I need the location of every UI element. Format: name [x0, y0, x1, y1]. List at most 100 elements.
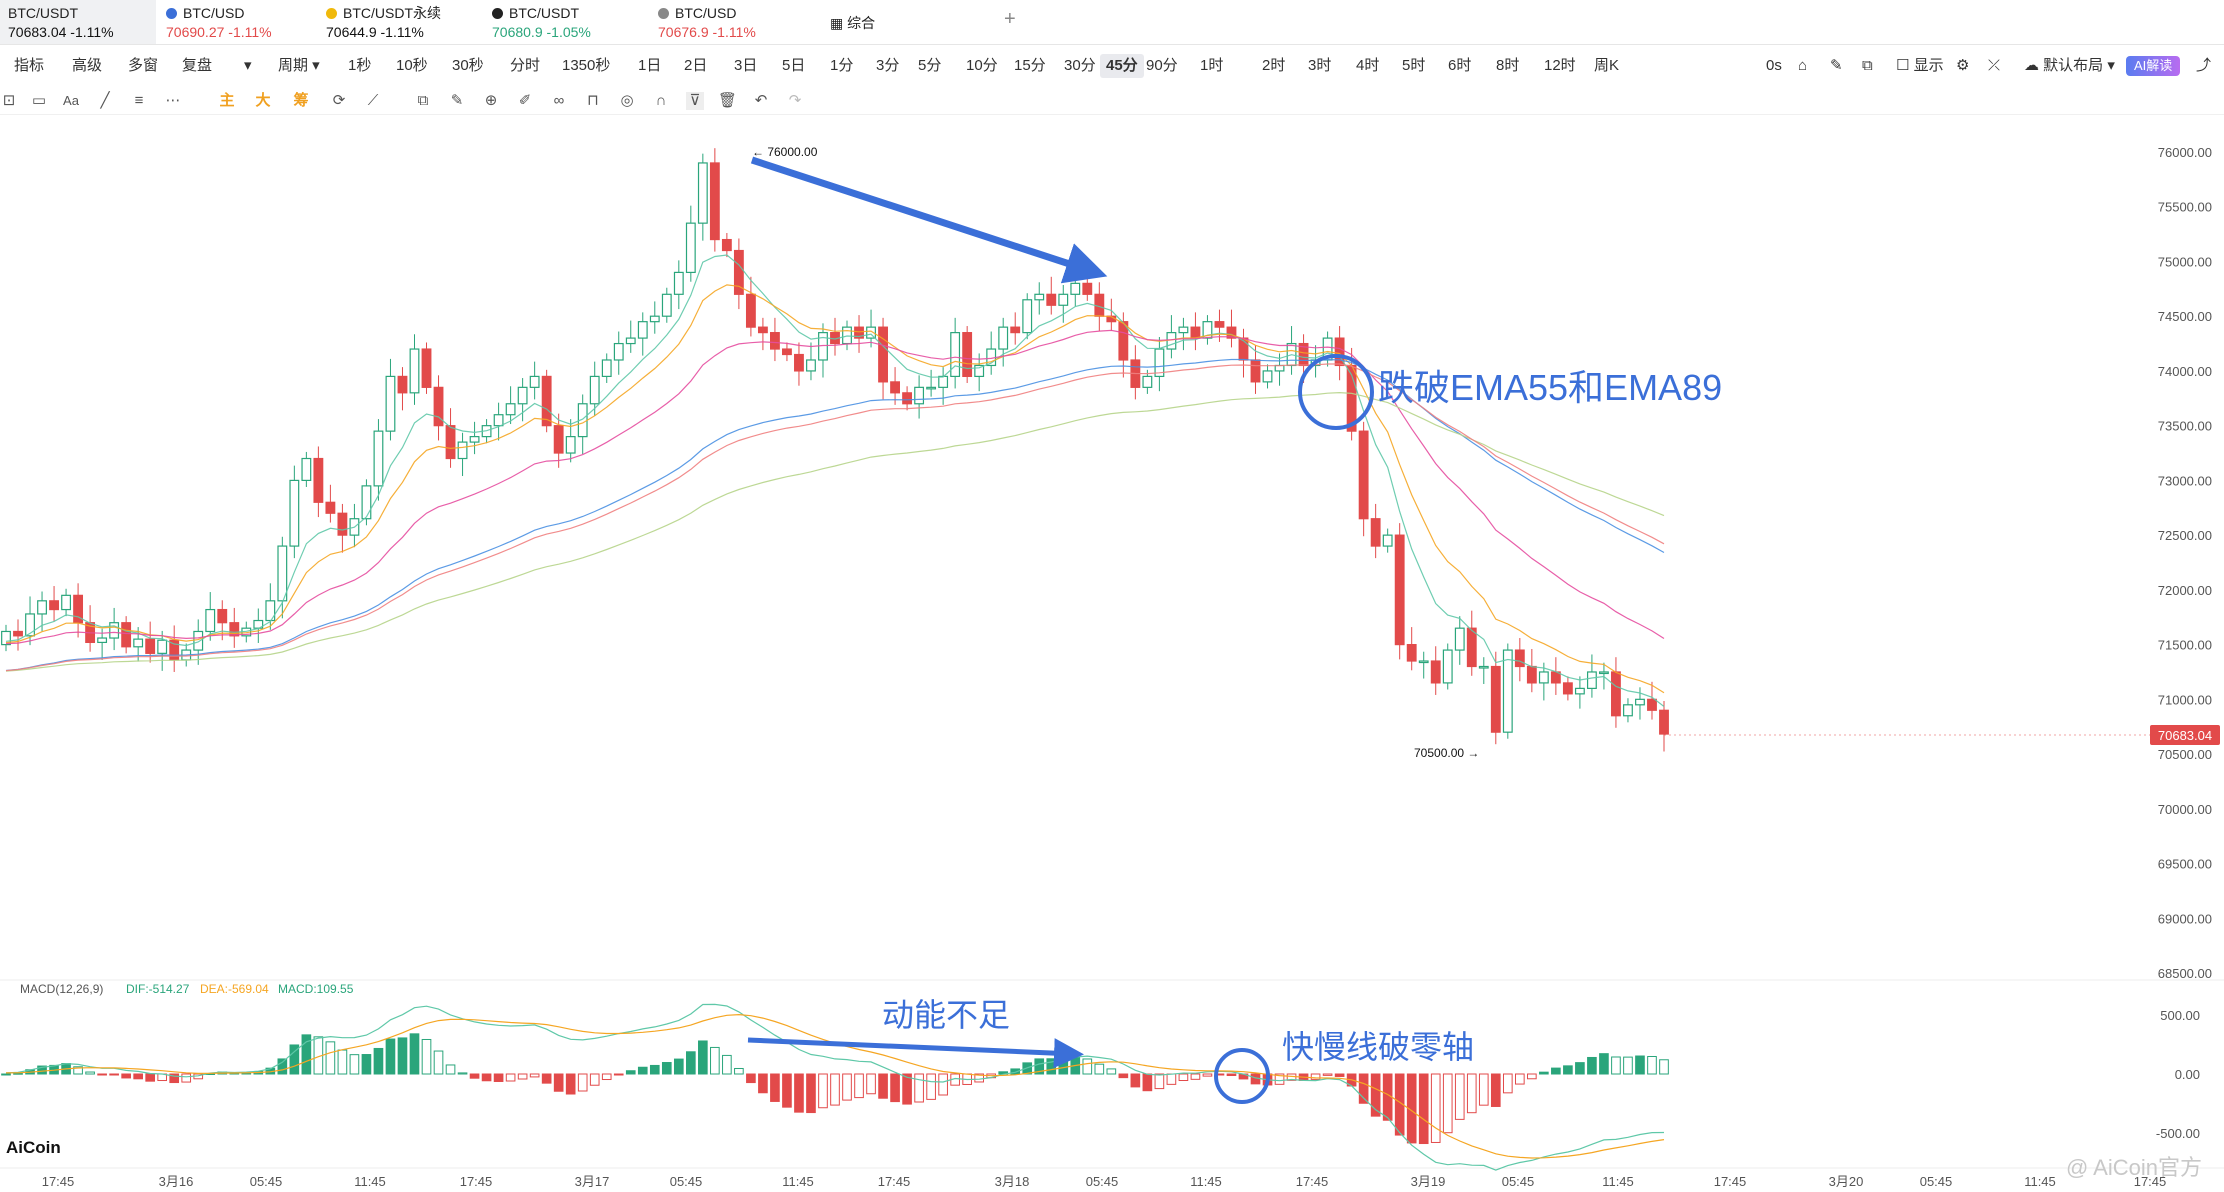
candle[interactable]: [1394, 534, 1405, 646]
pen-icon[interactable]: ✎: [1830, 57, 1843, 74]
candle[interactable]: [325, 501, 336, 514]
copy-layout-icon[interactable]: ⧉: [1862, 57, 1873, 74]
candle[interactable]: [529, 375, 540, 388]
candle[interactable]: [469, 436, 480, 443]
copy-icon[interactable]: ⧉: [417, 92, 429, 109]
candle[interactable]: [1502, 649, 1513, 733]
interval-90分[interactable]: 90分: [1146, 57, 1178, 74]
candle[interactable]: [13, 630, 23, 637]
interval-5时[interactable]: 5时: [1402, 57, 1426, 74]
candle[interactable]: [217, 608, 228, 624]
trash-icon[interactable]: 🗑: [718, 92, 738, 109]
candle[interactable]: [457, 441, 468, 460]
candle[interactable]: [637, 321, 648, 339]
lock-icon[interactable]: ⊓: [587, 92, 599, 109]
interval-6时[interactable]: 6时: [1448, 57, 1472, 74]
candle[interactable]: [1586, 671, 1597, 689]
interval-分时[interactable]: 分时: [510, 57, 541, 74]
candle[interactable]: [962, 332, 973, 378]
undo-icon[interactable]: ↶: [754, 92, 768, 109]
candle[interactable]: [1442, 649, 1453, 684]
candle[interactable]: [229, 622, 240, 637]
candle[interactable]: [601, 359, 612, 378]
magnet-icon[interactable]: ∩: [655, 92, 667, 109]
candle[interactable]: [565, 436, 576, 454]
candle[interactable]: [782, 348, 792, 356]
candle[interactable]: [193, 630, 204, 651]
filter-icon[interactable]: ⊽: [686, 92, 704, 110]
candle[interactable]: [205, 608, 216, 633]
candle[interactable]: [1178, 326, 1189, 334]
line-tool-icon[interactable]: ╱: [100, 92, 110, 109]
candle[interactable]: [854, 326, 864, 339]
candle[interactable]: [733, 249, 744, 295]
chip-button[interactable]: 筹: [293, 92, 309, 109]
candle[interactable]: [770, 332, 780, 350]
candle[interactable]: [49, 600, 59, 611]
interval-10秒[interactable]: 10秒: [396, 57, 428, 74]
candle[interactable]: [842, 326, 852, 345]
cursor-tool-icon[interactable]: ⊡: [2, 92, 16, 109]
toolbar-indicators-button[interactable]: 指标: [14, 57, 45, 74]
candle[interactable]: [806, 359, 816, 372]
candle[interactable]: [133, 638, 144, 648]
display-button[interactable]: ☐ 显示: [1896, 57, 1944, 74]
candle[interactable]: [950, 332, 961, 378]
candle[interactable]: [421, 348, 432, 388]
interval-1秒[interactable]: 1秒: [348, 57, 372, 74]
interval-1日[interactable]: 1日: [638, 57, 662, 74]
interval-2时[interactable]: 2时: [1262, 57, 1286, 74]
candle[interactable]: [1142, 375, 1153, 388]
candle[interactable]: [37, 600, 47, 615]
candle[interactable]: [289, 479, 300, 547]
candle[interactable]: [914, 386, 925, 405]
eye-icon[interactable]: ◎: [620, 92, 634, 109]
candle[interactable]: [361, 485, 372, 520]
interval-5分[interactable]: 5分: [918, 57, 942, 74]
candle[interactable]: [397, 375, 408, 394]
candle[interactable]: [553, 425, 564, 454]
dots-tool-icon[interactable]: ⋯: [165, 92, 181, 109]
candle[interactable]: [613, 342, 624, 361]
interval-周K[interactable]: 周K: [1594, 57, 1620, 74]
candle[interactable]: [890, 381, 900, 394]
candle[interactable]: [1406, 643, 1417, 662]
candle[interactable]: [1250, 359, 1261, 383]
interval-3时[interactable]: 3时: [1308, 57, 1332, 74]
candle[interactable]: [505, 403, 516, 416]
interval-12时[interactable]: 12时: [1544, 57, 1576, 74]
zoom-icon[interactable]: ⊕: [484, 92, 498, 109]
interval-15分[interactable]: 15分: [1014, 57, 1046, 74]
interval-2日[interactable]: 2日: [684, 57, 708, 74]
candle[interactable]: [385, 375, 396, 432]
redo-icon[interactable]: ↷: [788, 92, 802, 109]
candle[interactable]: [926, 386, 937, 390]
toolbar-multi-window-button[interactable]: 多窗: [128, 57, 159, 74]
candle[interactable]: [1659, 709, 1669, 735]
interval-1350秒[interactable]: 1350秒: [562, 57, 611, 74]
candle[interactable]: [337, 512, 348, 536]
symbol-tab[interactable]: BTC/USD 70690.27 -1.11%: [158, 0, 316, 44]
candle[interactable]: [493, 414, 504, 427]
parallel-tool-icon[interactable]: ≡: [134, 92, 144, 109]
candle[interactable]: [709, 162, 720, 241]
candle[interactable]: [1514, 649, 1525, 668]
candle[interactable]: [157, 639, 168, 654]
candle[interactable]: [445, 425, 456, 460]
measure-icon[interactable]: ⟋: [367, 92, 379, 109]
candle[interactable]: [1034, 293, 1045, 301]
candle[interactable]: [998, 326, 1009, 350]
candle[interactable]: [1382, 534, 1393, 547]
candle[interactable]: [1, 630, 11, 646]
candle[interactable]: [145, 638, 156, 654]
ai-explain-button[interactable]: AI解读: [2126, 56, 2181, 76]
candle[interactable]: [277, 545, 288, 602]
candle[interactable]: [1454, 627, 1465, 651]
chevron-down-icon[interactable]: ▾: [244, 57, 252, 74]
tab-composite[interactable]: ▦ 综合: [822, 0, 942, 44]
candle[interactable]: [1599, 671, 1609, 675]
candle[interactable]: [649, 315, 660, 323]
candle[interactable]: [1262, 370, 1273, 383]
text-tool-icon[interactable]: Aa: [63, 93, 79, 108]
ruler-icon[interactable]: ✎: [450, 92, 464, 109]
